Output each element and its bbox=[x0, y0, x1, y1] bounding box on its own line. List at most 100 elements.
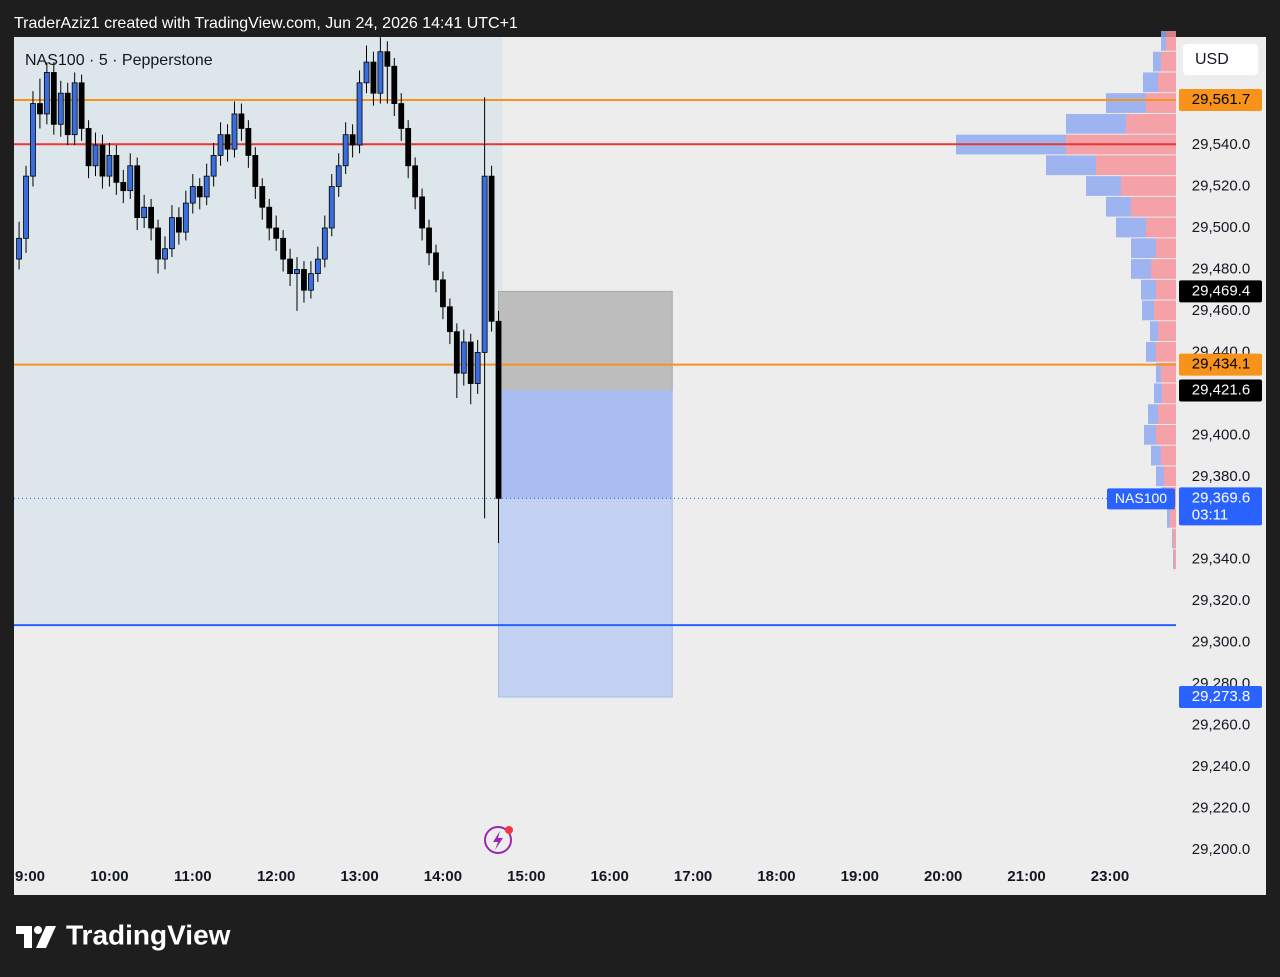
stop-label: 29,469.4 bbox=[1192, 282, 1250, 299]
candle-body bbox=[474, 352, 481, 384]
profile-buy bbox=[1131, 259, 1151, 279]
y-tick-label: 29,200.0 bbox=[1192, 841, 1250, 858]
level-label-box bbox=[1179, 89, 1262, 112]
candle-body bbox=[328, 186, 335, 229]
candle-body bbox=[238, 113, 245, 129]
profile-sell bbox=[1121, 176, 1176, 196]
level-label-box bbox=[1179, 353, 1262, 376]
candle-body bbox=[321, 227, 328, 260]
candle-body bbox=[252, 155, 259, 187]
target-label-box bbox=[1179, 686, 1262, 709]
countdown: 03:11 bbox=[1192, 506, 1228, 523]
profile-sell bbox=[1154, 300, 1176, 321]
x-tick-label: 18:00 bbox=[757, 868, 795, 885]
candle-body bbox=[189, 186, 196, 204]
x-tick-label: 11:00 bbox=[174, 868, 212, 885]
candle-body bbox=[391, 65, 398, 104]
candle-body bbox=[30, 103, 36, 177]
y-tick-label: 29,300.0 bbox=[1192, 634, 1250, 651]
candle-body bbox=[71, 82, 78, 136]
last-price-box bbox=[1179, 487, 1262, 526]
y-tick-label: 29,220.0 bbox=[1192, 800, 1250, 817]
candle-body bbox=[37, 103, 43, 115]
candle-body bbox=[440, 279, 446, 308]
candle-body bbox=[64, 92, 71, 136]
candle-body bbox=[405, 128, 412, 167]
plot bbox=[14, 30, 1176, 698]
profile-buy bbox=[1156, 466, 1164, 487]
profile-sell bbox=[1131, 196, 1176, 217]
x-tick-label: 14:00 bbox=[424, 868, 462, 885]
candle-body bbox=[280, 237, 287, 260]
profile-buy bbox=[1086, 176, 1121, 196]
last-price-label: 29,369.6 bbox=[1192, 489, 1250, 506]
candle-body bbox=[419, 196, 425, 229]
x-tick-label: 20:00 bbox=[924, 868, 962, 885]
x-tick-label: 12:00 bbox=[257, 868, 295, 885]
candle-body bbox=[78, 82, 85, 129]
profile-sell bbox=[1156, 342, 1176, 362]
profile-buy bbox=[1143, 72, 1158, 93]
level-label: 29,434.1 bbox=[1192, 356, 1250, 373]
profile-buy bbox=[1156, 362, 1161, 383]
candle-body bbox=[57, 92, 64, 125]
candle-body bbox=[301, 269, 307, 291]
profile-sell bbox=[1146, 93, 1176, 113]
x-tick-label: 13:00 bbox=[340, 868, 378, 885]
candle-body bbox=[488, 175, 495, 322]
currency-box[interactable] bbox=[1183, 44, 1258, 75]
y-tick-label: 29,540.0 bbox=[1192, 136, 1250, 153]
candle-body bbox=[169, 217, 175, 250]
candle-body bbox=[370, 61, 377, 94]
chart-title: NAS100 · 5 · Pepperstone bbox=[25, 52, 213, 69]
candle-body bbox=[273, 227, 280, 239]
profile-buy bbox=[1142, 300, 1154, 321]
profile-buy bbox=[1167, 507, 1170, 528]
candle-body bbox=[120, 181, 127, 192]
profile-sell bbox=[1173, 528, 1176, 549]
candle-body bbox=[342, 134, 349, 167]
candle-body bbox=[43, 72, 50, 115]
y-tick-label: 29,340.0 bbox=[1192, 551, 1250, 568]
brand: TradingView bbox=[66, 919, 231, 950]
candle-body bbox=[16, 237, 22, 260]
candle-body bbox=[398, 103, 405, 129]
profile-buy bbox=[1161, 30, 1166, 51]
candle-body bbox=[141, 206, 148, 219]
profile-sell bbox=[1174, 549, 1176, 570]
candle-body bbox=[287, 258, 293, 275]
profile-sell bbox=[1161, 362, 1176, 383]
y-tick-label: 29,400.0 bbox=[1192, 426, 1250, 443]
profile-buy bbox=[1066, 113, 1126, 134]
candle-body bbox=[294, 269, 300, 275]
candle-body bbox=[23, 175, 29, 239]
candle-body bbox=[481, 175, 488, 353]
profile-sell bbox=[1170, 507, 1176, 528]
candle-body bbox=[384, 51, 391, 67]
y-tick-label: 29,520.0 bbox=[1192, 177, 1250, 194]
candle-body bbox=[92, 144, 99, 167]
candle-body bbox=[266, 206, 273, 229]
profile-sell bbox=[1164, 466, 1176, 487]
profile-sell bbox=[1126, 113, 1176, 134]
profile-buy bbox=[1144, 424, 1156, 445]
profile-sell bbox=[1162, 383, 1176, 404]
candle-body bbox=[203, 175, 210, 198]
profile-sell bbox=[1161, 51, 1176, 72]
profile-buy bbox=[1046, 155, 1096, 176]
candle-body bbox=[196, 186, 203, 198]
currency[interactable]: USD bbox=[1195, 51, 1229, 68]
profile-sell bbox=[1161, 445, 1176, 466]
x-tick-label: 16:00 bbox=[591, 868, 629, 885]
entry-label: 29,421.6 bbox=[1192, 382, 1250, 399]
profile-sell bbox=[1156, 279, 1176, 300]
candle-body bbox=[314, 258, 321, 275]
session-shade bbox=[14, 37, 502, 625]
profile-sell bbox=[1146, 217, 1176, 238]
alert-icon bbox=[484, 826, 513, 854]
candle-body bbox=[412, 165, 419, 198]
brand-logo bbox=[16, 926, 56, 948]
candle-body bbox=[85, 128, 92, 167]
candle-body bbox=[224, 134, 231, 150]
